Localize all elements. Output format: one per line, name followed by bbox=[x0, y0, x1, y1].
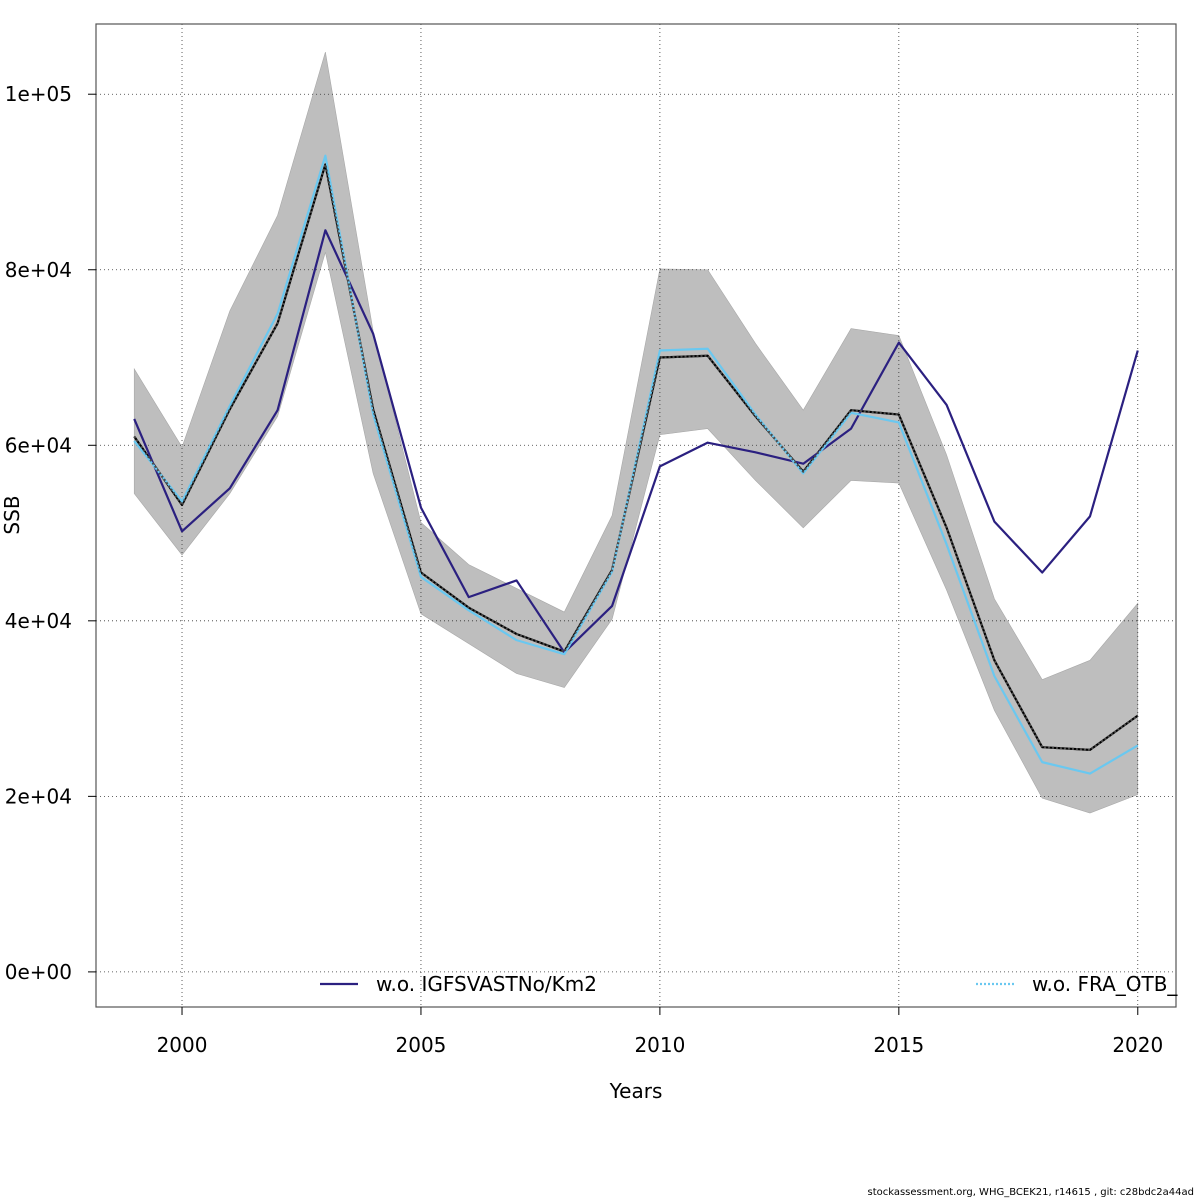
series-line-4 bbox=[133, 163, 1139, 751]
legend-label: w.o. IGFSVASTNo/Km2 bbox=[376, 972, 597, 996]
legend: w.o. IGFSVASTNo/Km2 w.o. FRA_OTB_ bbox=[320, 972, 1178, 996]
confidence-band bbox=[133, 52, 1139, 814]
confidence-band-area bbox=[133, 52, 1139, 814]
x-tick-label: 2000 bbox=[157, 1033, 208, 1057]
y-tick-label: 6e+04 bbox=[5, 433, 72, 457]
x-tick-label: 2010 bbox=[634, 1033, 685, 1057]
x-tick-label: 2015 bbox=[873, 1033, 924, 1057]
y-tick-label: 1e+05 bbox=[5, 82, 72, 106]
y-tick-label: 8e+04 bbox=[5, 258, 72, 282]
x-tick-label: 2005 bbox=[396, 1033, 447, 1057]
legend-label: w.o. FRA_OTB_ bbox=[1032, 972, 1178, 996]
y-axis: 0e+00 2e+04 4e+04 6e+04 8e+04 1e+05 bbox=[5, 82, 96, 984]
x-axis: 2000 2005 2010 2015 2020 bbox=[157, 1007, 1163, 1057]
series-lines bbox=[133, 154, 1139, 775]
plot-frame bbox=[95, 23, 1177, 1008]
y-tick-label: 4e+04 bbox=[5, 609, 72, 633]
series-line-2 bbox=[133, 229, 1139, 654]
x-tick-label: 2020 bbox=[1112, 1033, 1163, 1057]
x-axis-title: Years bbox=[609, 1079, 663, 1103]
y-axis-title: SSB bbox=[0, 495, 24, 534]
grid bbox=[96, 24, 1176, 1007]
footer-credit: stockassessment.org, WHG_BCEK21, r14615 … bbox=[867, 1187, 1194, 1198]
y-tick-label: 0e+00 bbox=[5, 960, 72, 984]
y-tick-label: 2e+04 bbox=[5, 784, 72, 808]
